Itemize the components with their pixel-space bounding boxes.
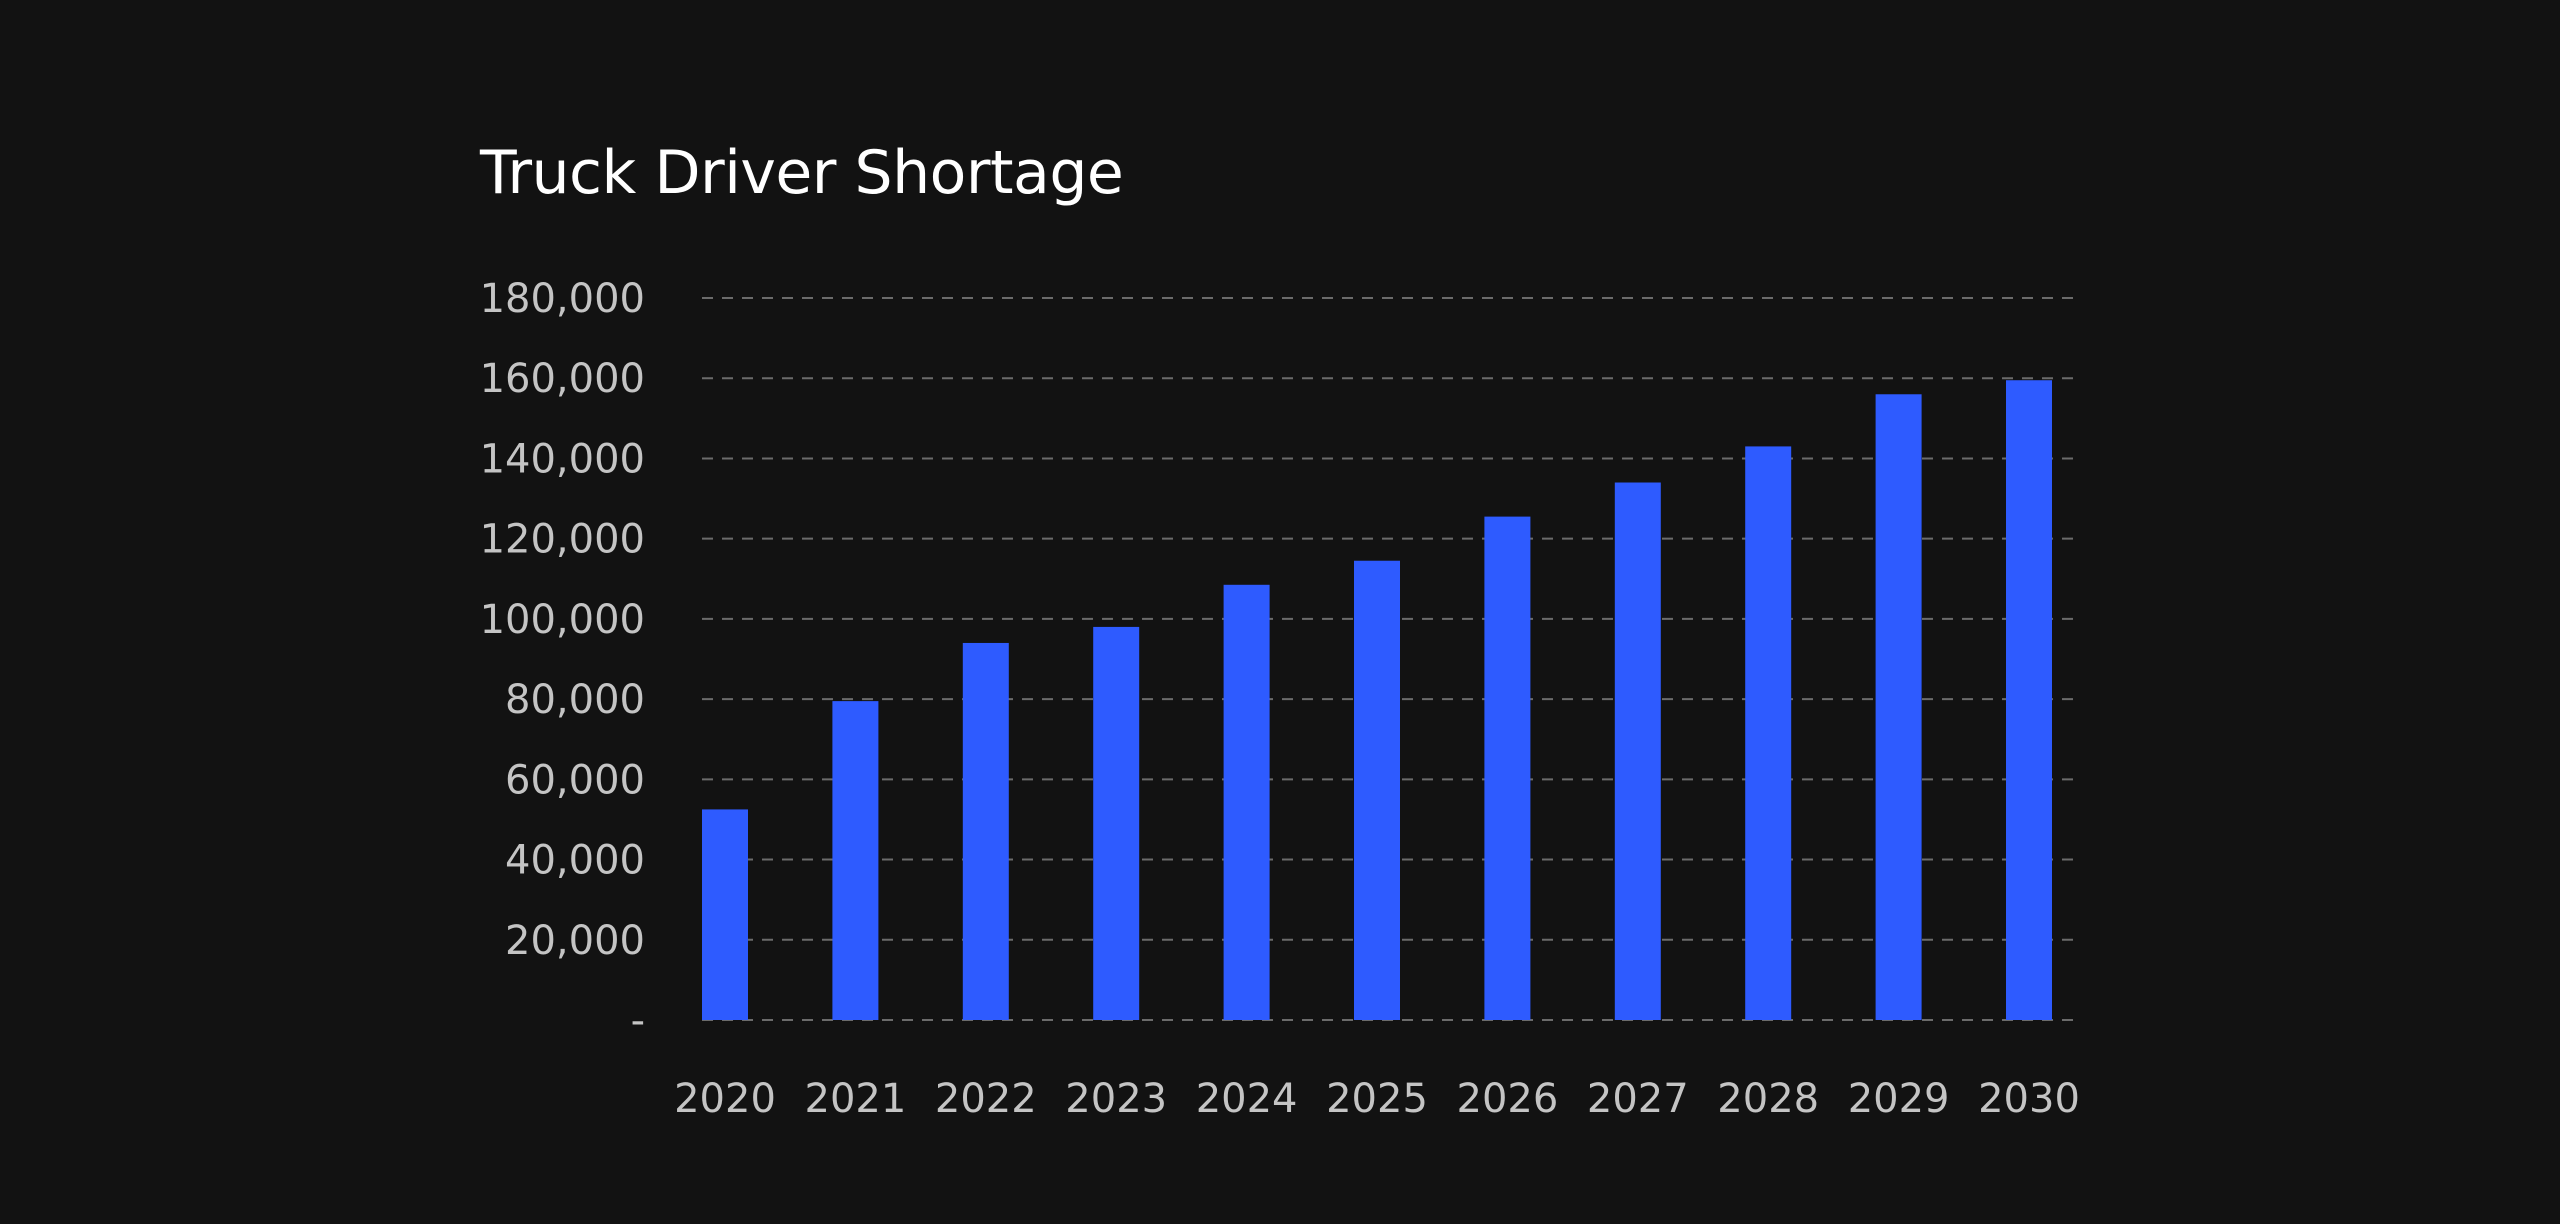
x-axis-tick-labels: 2020 2021 2022 2023 2024 2025 2026 2027 2028 2029…: [674, 1076, 2080, 1122]
y-tick-label: 100,000: [480, 597, 645, 643]
bar-2030: [2006, 380, 2052, 1020]
y-tick-label: 20,000: [505, 918, 645, 964]
x-tick-label: 2027: [1587, 1076, 1689, 1122]
y-tick-label: 40,000: [505, 838, 645, 884]
y-tick-label: 120,000: [480, 517, 645, 563]
bar-2029: [1875, 394, 1922, 1020]
x-tick-label: 2023: [1065, 1076, 1167, 1122]
x-tick-label: 2020: [674, 1076, 776, 1122]
bars: [702, 380, 2052, 1020]
x-tick-label: 2028: [1717, 1076, 1819, 1122]
bar-2026: [1484, 516, 1531, 1020]
x-tick-label: 2029: [1848, 1076, 1950, 1122]
y-tick-label: -: [631, 998, 645, 1044]
y-tick-label: 180,000: [480, 276, 645, 322]
y-axis-tick-labels: - 20,000 40,000 60,000 80,000 100,000 120,000 1…: [480, 276, 645, 1044]
bar-2022: [962, 642, 1009, 1020]
bar-2021: [832, 701, 879, 1020]
bar-2025: [1354, 560, 1400, 1020]
bar-2027: [1614, 482, 1661, 1020]
x-tick-label: 2024: [1196, 1076, 1298, 1122]
bar-2023: [1093, 626, 1140, 1020]
x-tick-label: 2021: [805, 1076, 907, 1122]
bar-2024: [1223, 584, 1270, 1020]
bar-2020: [702, 809, 748, 1020]
y-tick-label: 80,000: [505, 677, 645, 723]
chart-title: Truck Driver Shortage: [480, 138, 1124, 208]
y-tick-label: 160,000: [480, 356, 645, 402]
x-tick-label: 2022: [935, 1076, 1037, 1122]
y-tick-label: 140,000: [480, 436, 645, 482]
bar-2028: [1745, 446, 1792, 1020]
x-tick-label: 2025: [1326, 1076, 1428, 1122]
y-tick-label: 60,000: [505, 757, 645, 803]
x-tick-label: 2030: [1978, 1076, 2080, 1122]
x-tick-label: 2026: [1457, 1076, 1559, 1122]
